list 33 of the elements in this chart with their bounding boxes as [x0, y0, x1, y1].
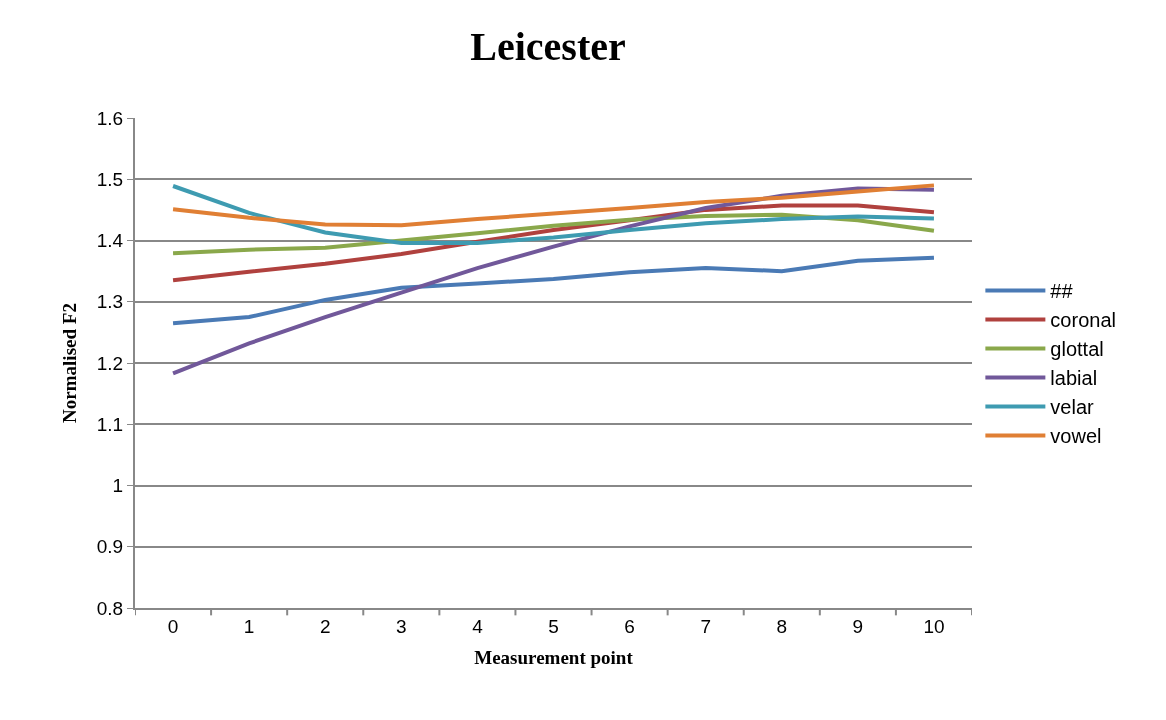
x-tick-label: 9 — [852, 615, 864, 637]
legend-label: vowel — [1050, 425, 1102, 448]
x-tick-label: 0 — [167, 615, 179, 637]
legend-label: coronal — [1050, 309, 1116, 332]
x-tick-label: 5 — [548, 615, 559, 637]
x-tick-label: 2 — [319, 615, 331, 637]
y-tick-label: 1.3 — [96, 291, 124, 313]
legend-label: glottal — [1050, 338, 1104, 361]
y-tick-label: 1.6 — [96, 107, 124, 129]
legend-label: labial — [1050, 367, 1098, 390]
y-tick-label: 1 — [112, 475, 124, 497]
legend-label: ## — [1050, 280, 1074, 303]
x-axis-title: Measurement point — [474, 647, 634, 669]
line-series — [171, 255, 936, 326]
line-series — [171, 212, 936, 256]
y-tick-label: 0.9 — [96, 536, 124, 558]
line-series — [171, 183, 936, 245]
y-tick-label: 0.8 — [96, 597, 124, 619]
line-series — [171, 183, 936, 228]
x-tick-label: 8 — [776, 615, 788, 637]
x-tick-label: 10 — [923, 615, 945, 637]
x-tick-label: 4 — [472, 615, 484, 637]
y-axis-title: Normalised F2 — [59, 303, 81, 423]
x-tick-label: 6 — [624, 615, 635, 637]
x-tick-label: 3 — [396, 615, 407, 637]
y-tick-label: 1.2 — [96, 352, 124, 374]
y-tick-label: 1.5 — [96, 168, 124, 190]
chart-title: Leicester — [470, 24, 626, 70]
legend-label: velar — [1050, 396, 1095, 419]
y-tick-label: 1.1 — [96, 413, 124, 435]
x-tick-label: 1 — [243, 615, 255, 637]
x-tick-label: 7 — [700, 615, 711, 637]
y-tick-label: 1.4 — [96, 230, 124, 252]
